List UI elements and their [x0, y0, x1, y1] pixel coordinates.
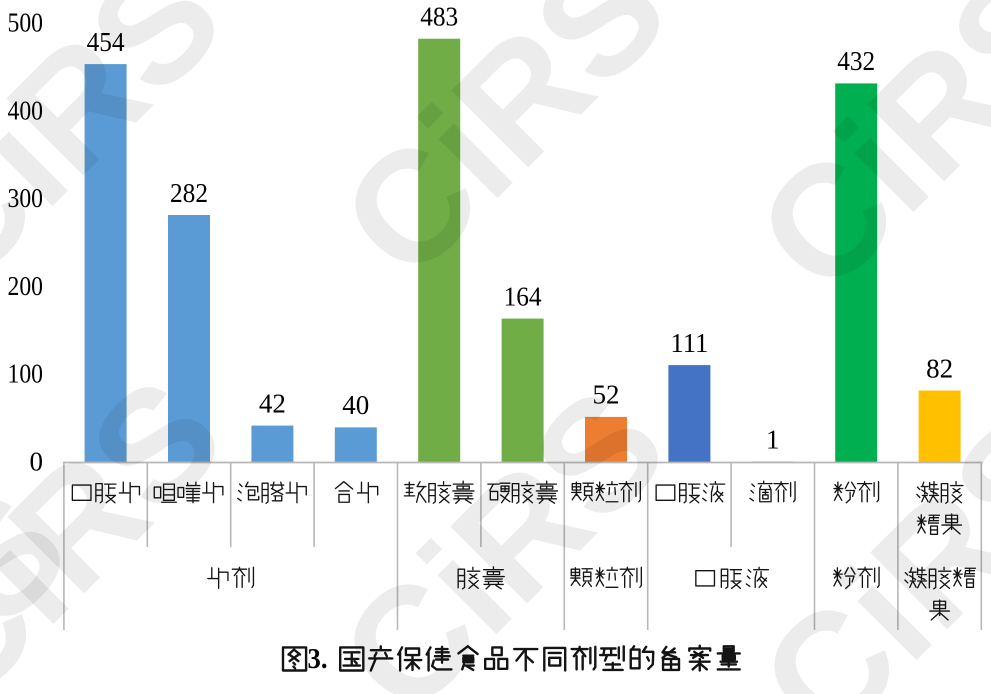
svg-text:100: 100: [8, 359, 44, 389]
svg-text:454: 454: [87, 27, 125, 57]
svg-text:432: 432: [837, 46, 875, 76]
svg-text:52: 52: [593, 380, 620, 410]
svg-text:200: 200: [8, 271, 44, 301]
svg-text:111: 111: [670, 328, 708, 358]
svg-text:82: 82: [926, 353, 953, 383]
svg-text:40: 40: [342, 390, 369, 420]
svg-text:483: 483: [420, 2, 458, 32]
svg-text:3.: 3.: [308, 644, 328, 675]
svg-text:400: 400: [8, 95, 44, 125]
svg-text:300: 300: [8, 183, 44, 213]
svg-text:164: 164: [504, 281, 542, 311]
svg-text:282: 282: [170, 178, 208, 208]
svg-text:500: 500: [8, 8, 44, 38]
svg-text:42: 42: [259, 388, 286, 418]
svg-text:0: 0: [30, 446, 44, 476]
svg-text:1: 1: [766, 424, 780, 454]
